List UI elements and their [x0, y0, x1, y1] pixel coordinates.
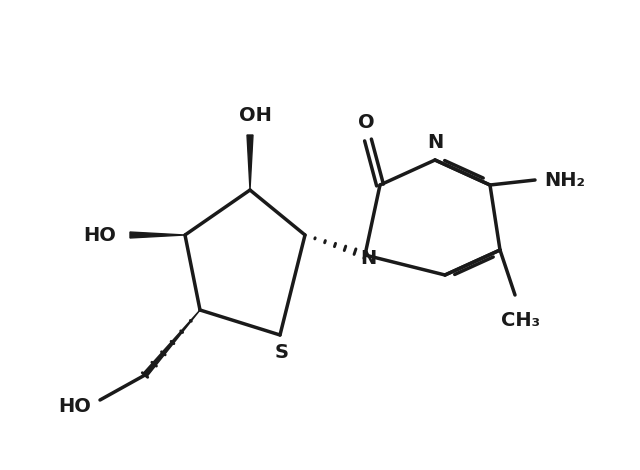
Text: N: N — [360, 249, 376, 267]
Text: HO: HO — [59, 398, 92, 416]
Text: OH: OH — [239, 105, 271, 125]
Text: N: N — [427, 133, 443, 151]
Text: CH₃: CH₃ — [500, 311, 540, 329]
Text: O: O — [358, 112, 374, 132]
Text: HO: HO — [84, 226, 116, 244]
Text: S: S — [275, 344, 289, 362]
Polygon shape — [130, 232, 185, 238]
Text: NH₂: NH₂ — [545, 171, 586, 189]
Polygon shape — [247, 135, 253, 190]
Polygon shape — [143, 310, 200, 376]
